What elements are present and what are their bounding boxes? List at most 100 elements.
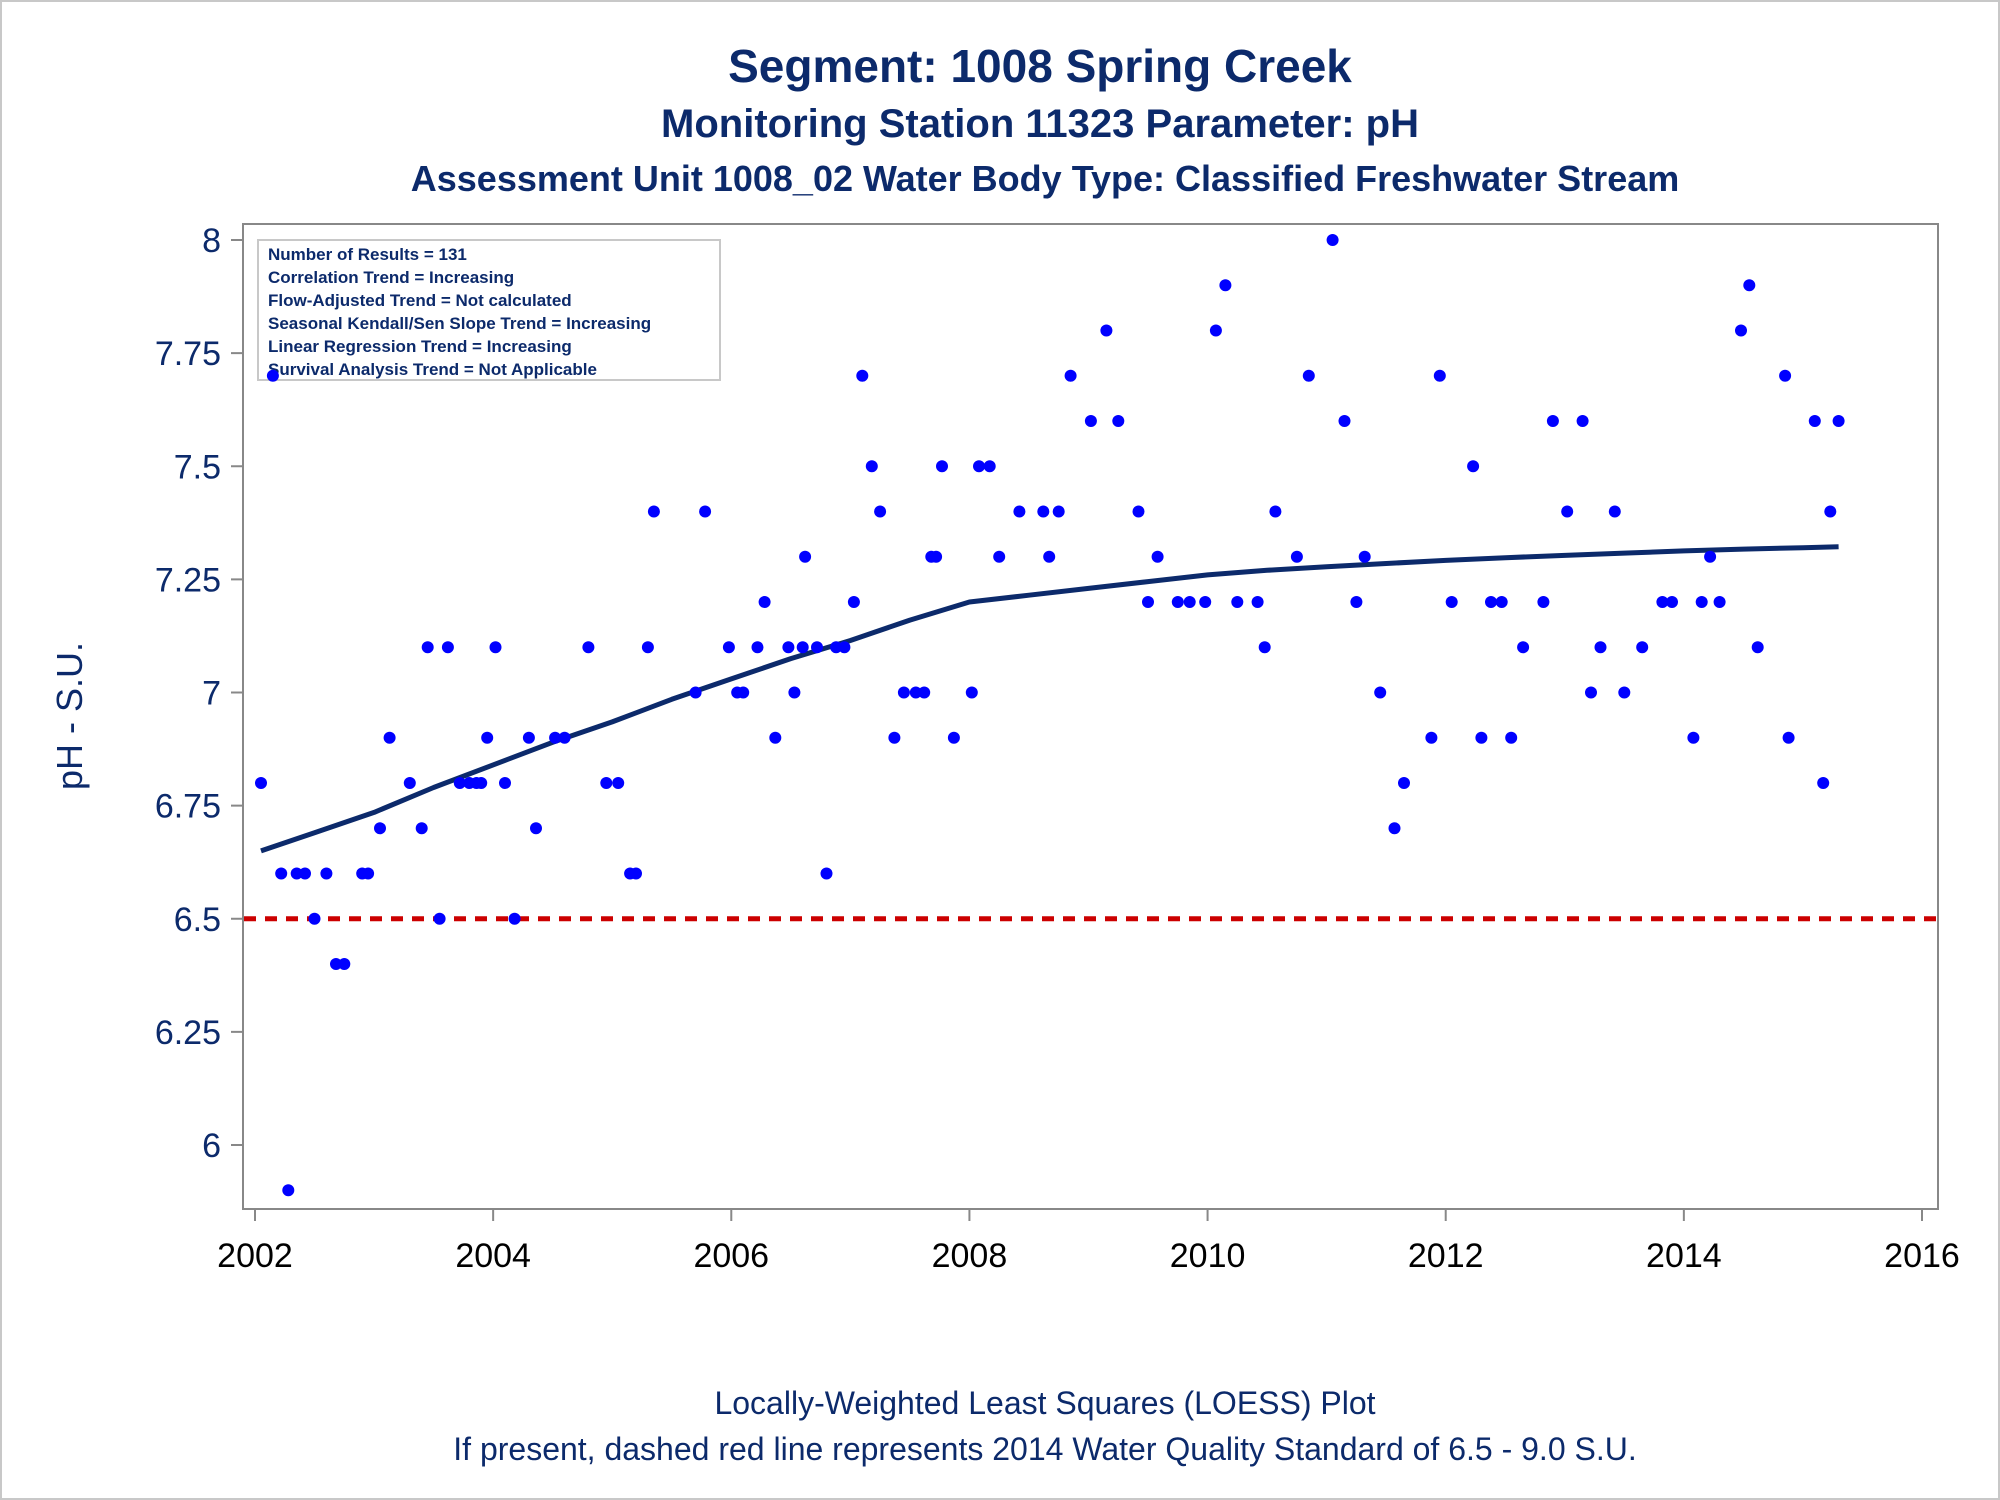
data-point bbox=[689, 686, 702, 699]
data-point bbox=[1398, 777, 1410, 789]
data-point bbox=[1183, 596, 1196, 608]
data-point bbox=[1782, 731, 1795, 744]
data-point bbox=[255, 777, 267, 789]
data-point bbox=[433, 912, 446, 925]
data-point bbox=[1112, 415, 1125, 427]
data-point bbox=[820, 867, 833, 880]
loess-line bbox=[260, 544, 1839, 854]
x-tick-label: 2016 bbox=[1884, 1237, 1960, 1275]
data-point bbox=[1666, 596, 1678, 608]
data-point bbox=[1751, 641, 1764, 654]
data-point bbox=[1636, 641, 1649, 654]
data-point bbox=[1037, 505, 1050, 518]
data-point bbox=[1824, 505, 1837, 518]
y-axis-label: pH - S.U. bbox=[49, 642, 90, 790]
data-point bbox=[1537, 596, 1550, 608]
data-point bbox=[796, 641, 809, 654]
data-point bbox=[838, 641, 851, 654]
data-point bbox=[1808, 415, 1821, 427]
y-tick-label: 7 bbox=[202, 675, 221, 713]
data-point bbox=[1779, 369, 1792, 382]
chart-subtitle: Monitoring Station 11323 Parameter: pH bbox=[661, 102, 1419, 146]
data-point bbox=[612, 777, 625, 789]
data-point bbox=[1695, 596, 1708, 608]
data-point bbox=[299, 867, 311, 880]
y-tick-label: 6.25 bbox=[155, 1014, 221, 1052]
data-point bbox=[600, 777, 613, 789]
chart-subtitle-2: Assessment Unit 1008_02 Water Body Type:… bbox=[410, 158, 1680, 199]
data-point bbox=[737, 686, 750, 699]
footer-line-2: If present, dashed red line represents 2… bbox=[453, 1431, 1637, 1467]
data-point bbox=[330, 958, 342, 970]
x-tick-label: 2012 bbox=[1408, 1237, 1484, 1275]
data-point bbox=[1433, 369, 1446, 382]
data-point bbox=[1704, 550, 1717, 563]
data-point bbox=[751, 641, 764, 654]
loess-group bbox=[260, 544, 1839, 854]
data-point bbox=[1576, 415, 1589, 427]
data-point bbox=[769, 731, 782, 744]
data-point bbox=[282, 1184, 295, 1197]
data-point bbox=[1258, 641, 1271, 654]
data-point bbox=[1231, 596, 1244, 608]
data-point bbox=[1290, 550, 1303, 563]
data-point bbox=[1350, 596, 1363, 608]
data-point bbox=[993, 550, 1006, 563]
data-point bbox=[522, 731, 535, 744]
x-tick-label: 2006 bbox=[693, 1237, 769, 1275]
stats-line: Number of Results = 131 bbox=[268, 245, 467, 264]
data-point bbox=[897, 686, 910, 699]
data-point bbox=[1374, 686, 1387, 699]
data-point bbox=[1142, 596, 1154, 608]
data-point bbox=[930, 550, 943, 563]
data-point bbox=[558, 731, 571, 744]
y-tick-label: 8 bbox=[202, 222, 221, 260]
data-point bbox=[549, 731, 562, 744]
data-point bbox=[1326, 234, 1339, 246]
data-point bbox=[1687, 731, 1700, 744]
data-point bbox=[811, 641, 823, 654]
data-point bbox=[383, 731, 396, 744]
data-point bbox=[1052, 505, 1065, 518]
data-point bbox=[1735, 324, 1747, 337]
chart-footer: Locally-Weighted Least Squares (LOESS) P… bbox=[0, 1380, 2000, 1472]
data-point bbox=[758, 596, 771, 608]
data-point bbox=[1743, 279, 1756, 292]
data-point bbox=[799, 550, 812, 563]
data-point bbox=[1594, 641, 1607, 654]
data-point bbox=[1713, 596, 1726, 608]
data-point bbox=[856, 369, 869, 382]
data-point bbox=[481, 731, 494, 744]
data-point bbox=[630, 867, 642, 880]
points-group bbox=[255, 234, 1845, 1197]
data-point bbox=[489, 641, 502, 654]
data-point bbox=[1467, 460, 1480, 473]
data-point bbox=[1388, 822, 1401, 835]
data-point bbox=[965, 686, 978, 699]
x-tick-label: 2010 bbox=[1170, 1237, 1246, 1275]
data-point bbox=[1817, 777, 1830, 789]
y-tick-label: 7.5 bbox=[174, 448, 221, 486]
stats-line: Flow-Adjusted Trend = Not calculated bbox=[268, 291, 572, 310]
y-tick-label: 7.25 bbox=[155, 561, 221, 599]
data-point bbox=[1425, 731, 1438, 744]
x-tick-label: 2008 bbox=[932, 1237, 1008, 1275]
data-point bbox=[1199, 596, 1212, 608]
data-point bbox=[1832, 415, 1845, 427]
data-point bbox=[453, 777, 466, 789]
data-point bbox=[275, 867, 288, 880]
data-point bbox=[1151, 550, 1164, 563]
data-point bbox=[320, 867, 333, 880]
data-point bbox=[1517, 641, 1530, 654]
data-point bbox=[1064, 369, 1077, 382]
stats-line: Correlation Trend = Increasing bbox=[268, 268, 514, 287]
data-point bbox=[830, 641, 843, 654]
data-point bbox=[936, 460, 948, 473]
data-point bbox=[403, 777, 416, 789]
stats-box: Number of Results = 131 Correlation Trend… bbox=[257, 239, 721, 381]
data-point bbox=[641, 641, 654, 654]
data-point bbox=[1084, 415, 1097, 427]
data-point bbox=[1251, 596, 1264, 608]
x-axis: 2002 2004 2006 2008 2010 2012 2014 2016 bbox=[217, 1209, 1960, 1275]
data-point bbox=[441, 641, 454, 654]
